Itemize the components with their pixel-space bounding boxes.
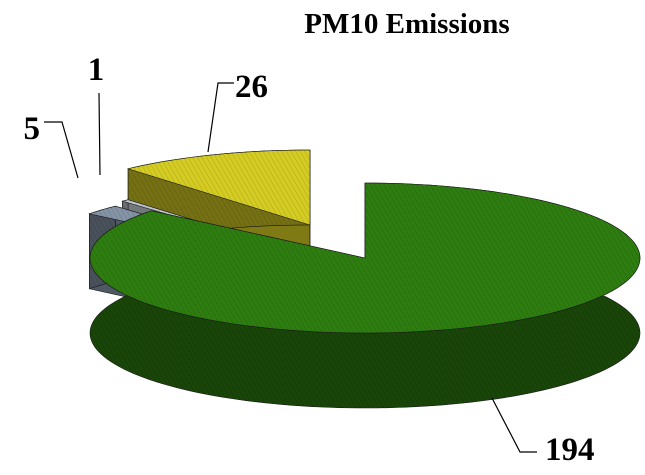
data-label-2: 5 — [24, 111, 41, 147]
leader-line-3 — [98, 92, 101, 176]
chart-title: PM10 Emissions — [304, 8, 509, 40]
data-label-3: 1 — [88, 52, 105, 88]
data-label-4: 26 — [235, 69, 268, 105]
leader-line-4 — [207, 82, 234, 153]
pie-slice-1 — [89, 182, 641, 409]
data-label-1: 194 — [545, 432, 595, 468]
leader-line-1 — [491, 397, 537, 453]
leader-line-2 — [44, 121, 79, 179]
